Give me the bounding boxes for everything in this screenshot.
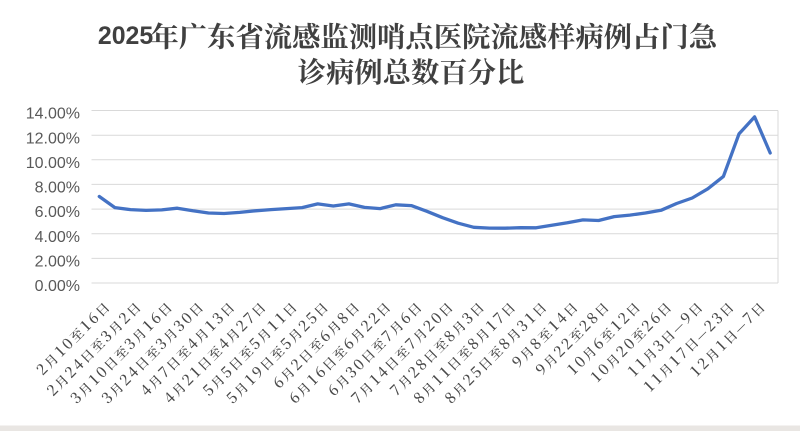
svg-text:0.00%: 0.00% xyxy=(35,278,80,295)
svg-text:4.00%: 4.00% xyxy=(35,229,80,246)
svg-text:10.00%: 10.00% xyxy=(26,155,80,172)
svg-text:6.00%: 6.00% xyxy=(35,204,80,221)
svg-text:8.00%: 8.00% xyxy=(35,180,80,197)
svg-text:2025: 2025 xyxy=(98,22,153,50)
svg-text:2.00%: 2.00% xyxy=(35,254,80,271)
svg-text:12.00%: 12.00% xyxy=(26,130,80,147)
svg-text:14.00%: 14.00% xyxy=(26,106,80,123)
